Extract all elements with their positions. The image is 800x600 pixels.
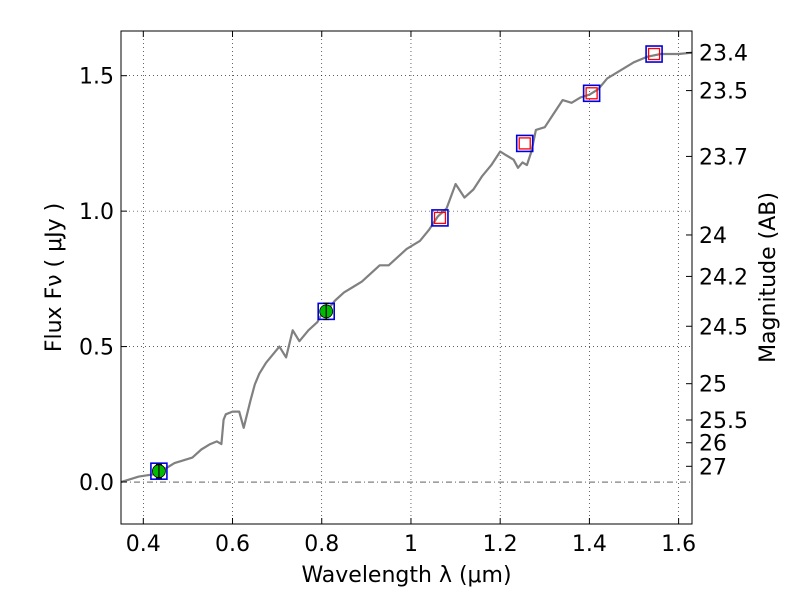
x-tick-label: 0.8 (304, 532, 339, 557)
grid-lines (121, 31, 692, 524)
magnitude-tick-label: 23.7 (699, 145, 748, 170)
y-axis-ticks: 0.0 0.5 1.0 1.5 (79, 65, 127, 496)
magnitude-tick-label: 23.5 (699, 80, 748, 105)
x-tick-label: 1 (404, 532, 418, 557)
magnitude-tick-label: 27 (699, 455, 727, 480)
magnitude-tick-label: 25 (699, 373, 727, 398)
model-point-marker (431, 209, 449, 227)
x-tick-label: 0.6 (215, 532, 250, 557)
x-axis-label: Wavelength λ (μm) (301, 563, 511, 588)
magnitude-tick-label: 25.5 (699, 409, 748, 434)
plot-frame (120, 30, 693, 525)
model-point-inner-marker (647, 47, 661, 61)
magnitude-tick-label: 24.5 (699, 315, 748, 340)
y-tick-label: 1.5 (79, 65, 114, 90)
x-tick-label: 0.4 (126, 532, 161, 557)
y-tick-label: 0.5 (79, 336, 114, 361)
model-point-marker (582, 84, 601, 103)
model-spectrum-line (121, 51, 692, 484)
x-axis-ticks: 0.4 0.6 0.8 1 1.2 1.4 1.6 (126, 31, 696, 557)
y-axis-label: Flux Fν ( μJy ) (42, 203, 67, 352)
plot-content (121, 45, 692, 484)
y-tick-label: 1.0 (79, 200, 114, 225)
x-tick-label: 1.4 (572, 532, 607, 557)
model-point-marker (150, 462, 168, 480)
y-tick-label: 0.0 (79, 471, 114, 496)
model-point-inner-marker (433, 211, 447, 225)
magnitude-tick-label: 24.2 (699, 265, 748, 290)
model-point-marker (515, 134, 534, 153)
model-point-marker (645, 45, 663, 63)
magnitude-tick-label: 24 (699, 224, 727, 249)
magnitude-axis-label: Magnitude (AB) (756, 192, 781, 363)
x-tick-label: 1.6 (661, 532, 696, 557)
magnitude-tick-label: 23.4 (699, 42, 748, 67)
model-point-inner-marker (518, 137, 531, 150)
x-tick-label: 1.2 (483, 532, 518, 557)
model-point-inner-marker (585, 87, 598, 100)
magnitude-tick-label: 26 (699, 432, 727, 457)
